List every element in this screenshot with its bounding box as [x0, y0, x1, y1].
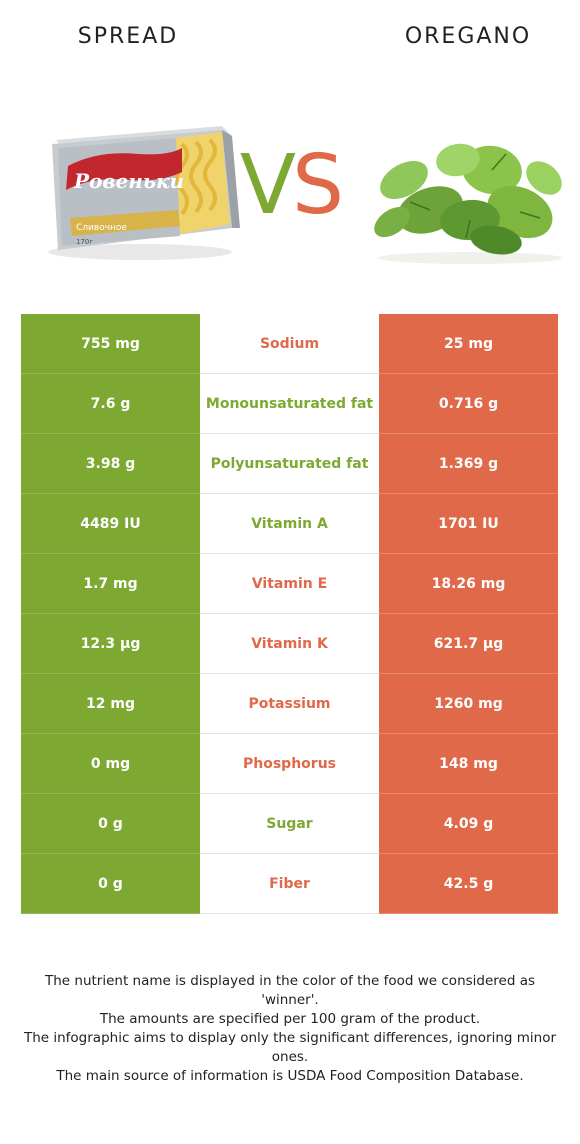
spread-value: 1.7 mg	[21, 554, 200, 614]
left-food-title: SPREAD	[77, 24, 179, 49]
nutrient-name: Vitamin E	[200, 554, 379, 613]
vs-label: VS	[228, 136, 352, 236]
table-row: 7.6 g Monounsaturated fat 0.716 g	[21, 374, 558, 434]
oregano-value: 1701 IU	[379, 494, 558, 554]
oregano-value: 148 mg	[379, 734, 558, 794]
table-row: 0 g Sugar 4.09 g	[21, 794, 558, 854]
hero-illustration: Ровеньки Сливочное 170г	[48, 126, 562, 264]
spread-value: 7.6 g	[21, 374, 200, 434]
spread-value: 12 mg	[21, 674, 200, 734]
spread-value: 4489 IU	[21, 494, 200, 554]
footnote-per-100g: The amounts are specified per 100 gram o…	[99, 1011, 481, 1027]
nutrient-name: Monounsaturated fat	[200, 374, 379, 433]
vs-letter-s: S	[292, 138, 344, 233]
spread-product-label: Сливочное	[76, 223, 127, 233]
oregano-value: 1260 mg	[379, 674, 558, 734]
vs-letter-v: V	[239, 138, 296, 233]
spread-value: 0 g	[21, 854, 200, 914]
oregano-value: 25 mg	[379, 314, 558, 374]
nutrient-name: Phosphorus	[200, 734, 379, 793]
nutrient-name: Sodium	[200, 314, 379, 373]
oregano-value: 1.369 g	[379, 434, 558, 494]
spread-value: 0 mg	[21, 734, 200, 794]
table-row: 4489 IU Vitamin A 1701 IU	[21, 494, 558, 554]
nutrient-name: Sugar	[200, 794, 379, 853]
table-row: 0 mg Phosphorus 148 mg	[21, 734, 558, 794]
footnotes: The nutrient name is displayed in the co…	[16, 972, 564, 1086]
comparison-table: 755 mg Sodium 25 mg 7.6 g Monounsaturated fa…	[21, 314, 558, 914]
table-row: 0 g Fiber 42.5 g	[21, 854, 558, 914]
spread-value: 755 mg	[21, 314, 200, 374]
spread-value: 3.98 g	[21, 434, 200, 494]
table-row: 12.3 µg Vitamin K 621.7 µg	[21, 614, 558, 674]
spread-value: 0 g	[21, 794, 200, 854]
table-row: 12 mg Potassium 1260 mg	[21, 674, 558, 734]
footnote-winner-color: The nutrient name is displayed in the co…	[44, 973, 536, 1008]
table-row: 755 mg Sodium 25 mg	[21, 314, 558, 374]
oregano-value: 0.716 g	[379, 374, 558, 434]
spread-weight-label: 170г	[76, 238, 93, 246]
spread-value: 12.3 µg	[21, 614, 200, 674]
table-row: 1.7 mg Vitamin E 18.26 mg	[21, 554, 558, 614]
nutrient-name: Potassium	[200, 674, 379, 733]
oregano-value: 42.5 g	[379, 854, 558, 914]
oregano-value: 621.7 µg	[379, 614, 558, 674]
oregano-value: 18.26 mg	[379, 554, 558, 614]
right-food-title: OREGANO	[404, 24, 532, 49]
nutrient-name: Polyunsaturated fat	[200, 434, 379, 493]
table-row: 3.98 g Polyunsaturated fat 1.369 g	[21, 434, 558, 494]
oregano-image	[374, 143, 562, 264]
spread-brand-label: Ровеньки	[73, 169, 184, 193]
footnote-significant-differences: The infographic aims to display only the…	[23, 1030, 557, 1065]
spread-package-image: Ровеньки Сливочное 170г	[48, 126, 240, 260]
footnote-source: The main source of information is USDA F…	[56, 1068, 524, 1084]
oregano-value: 4.09 g	[379, 794, 558, 854]
nutrient-name: Fiber	[200, 854, 379, 913]
nutrient-name: Vitamin A	[200, 494, 379, 553]
nutrient-name: Vitamin K	[200, 614, 379, 673]
